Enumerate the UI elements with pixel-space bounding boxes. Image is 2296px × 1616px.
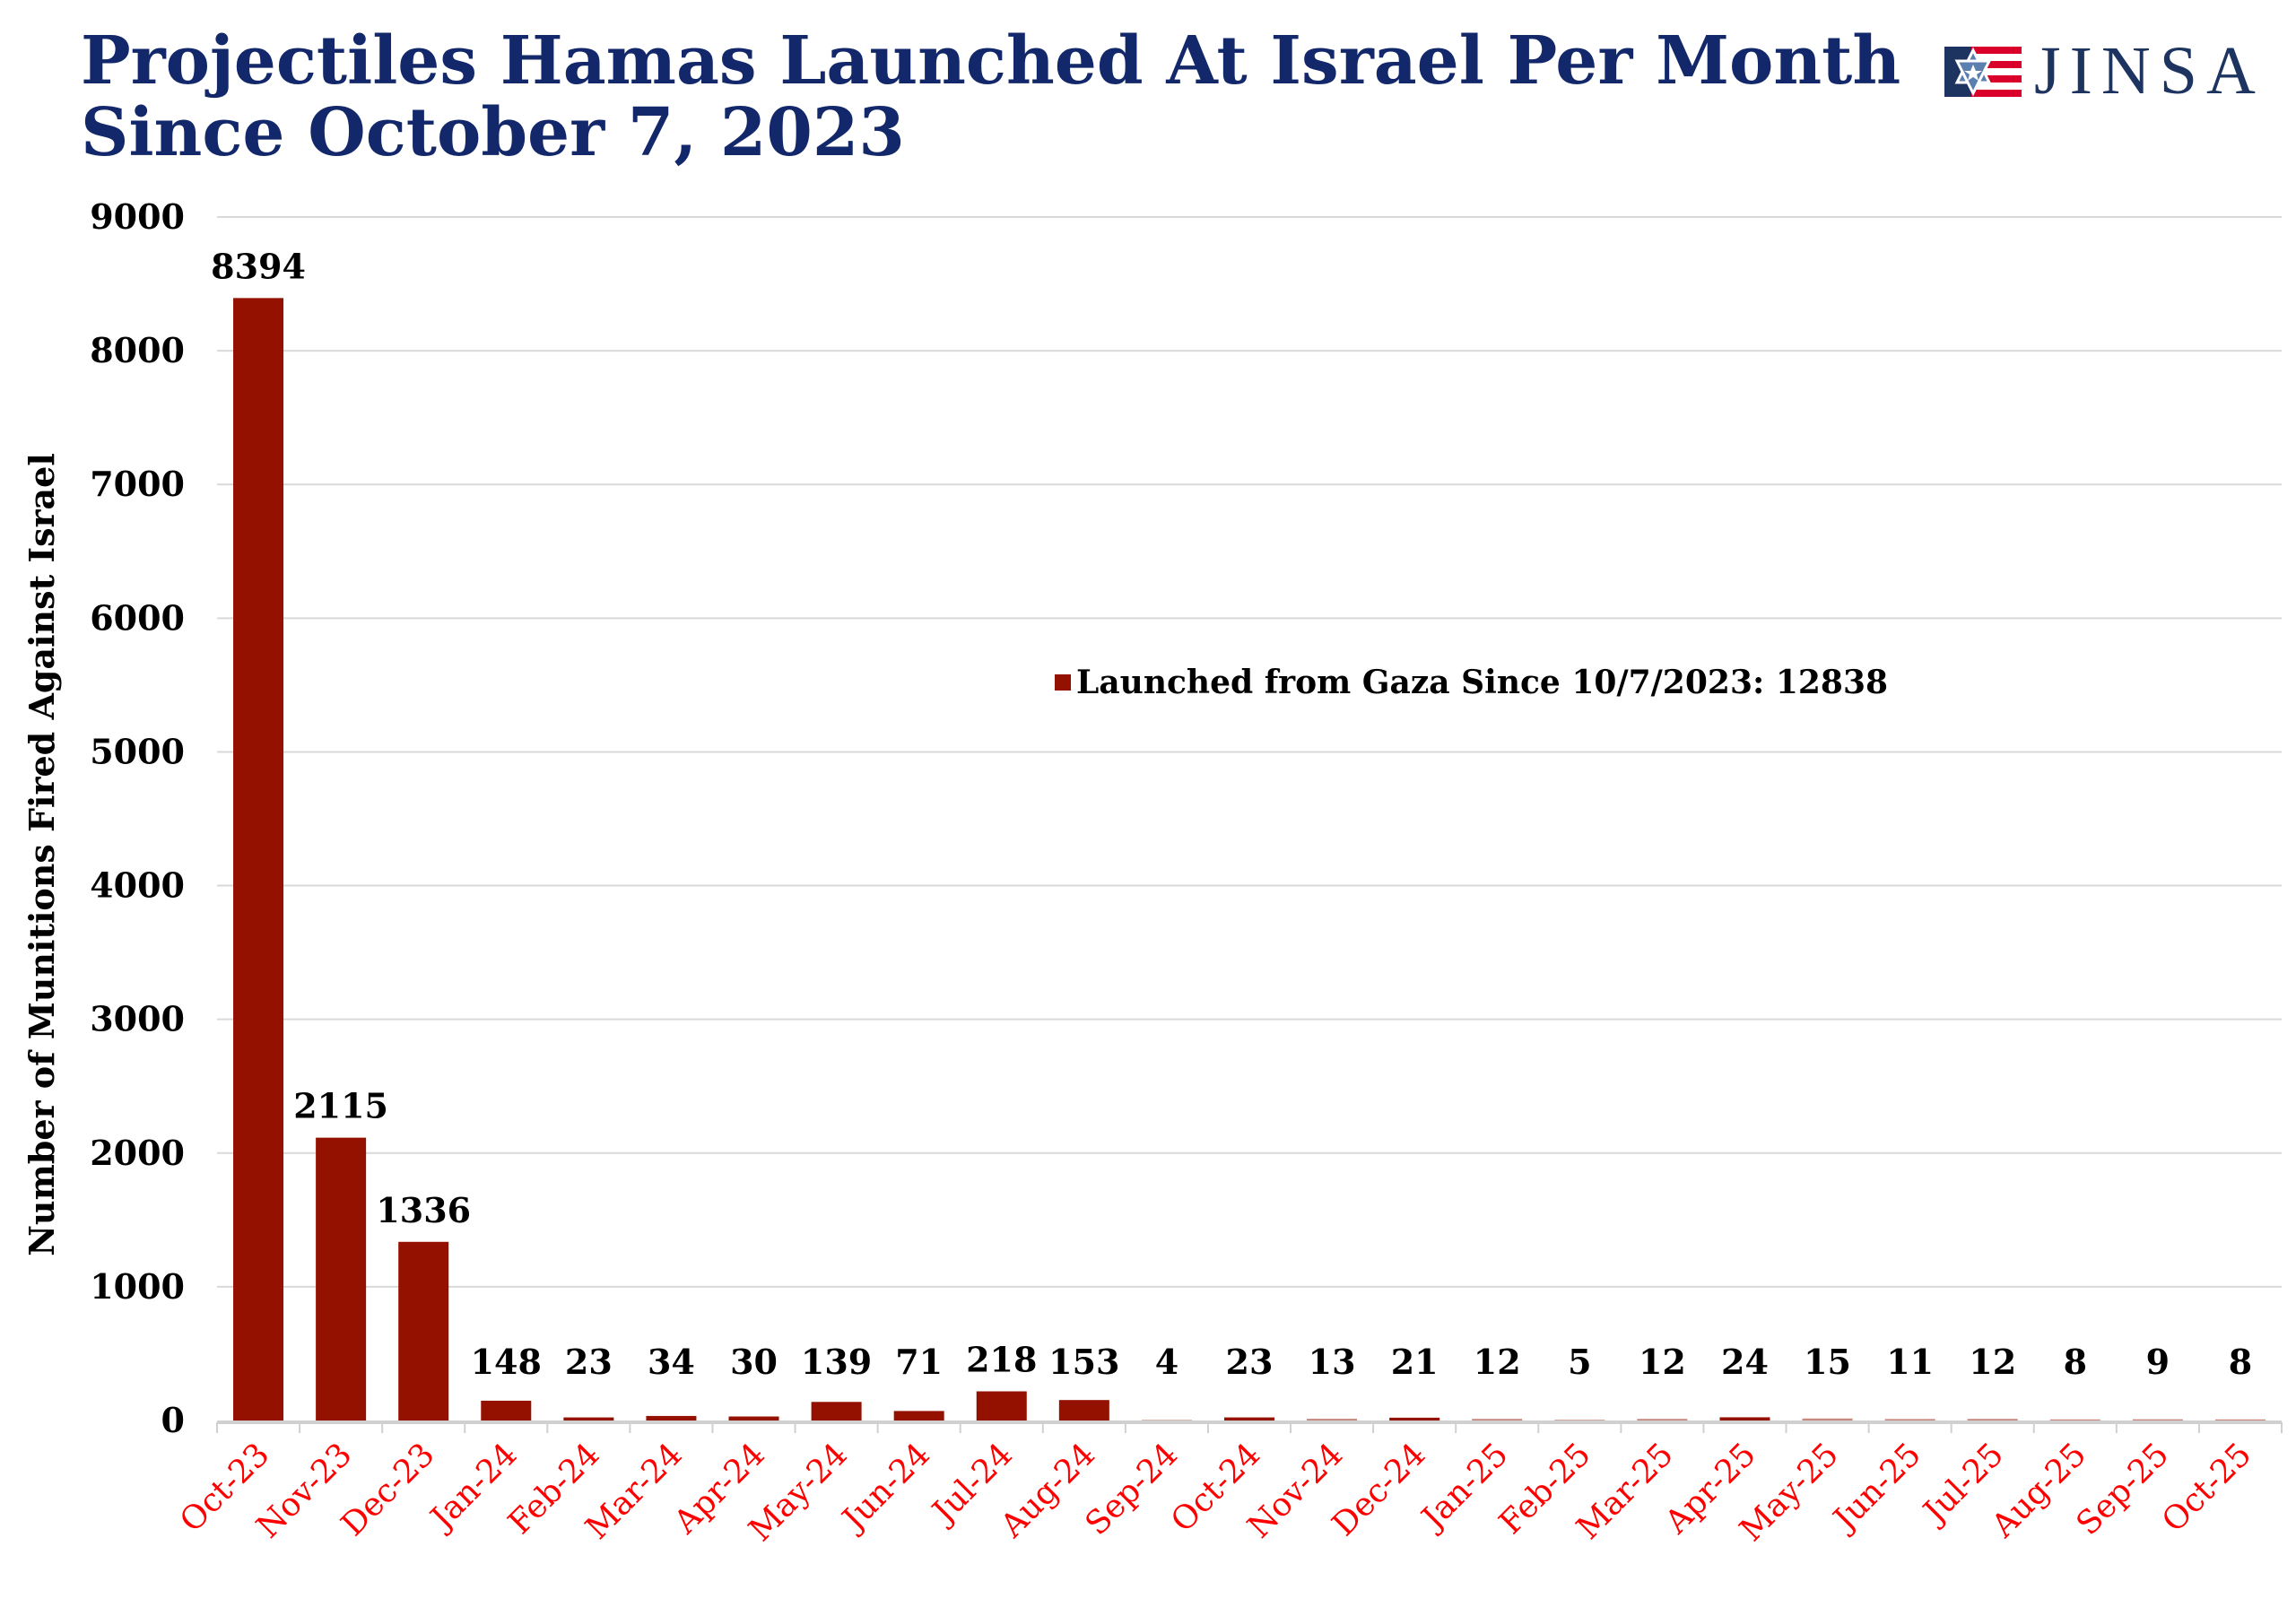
data-label: 11 [1886,1342,1934,1382]
y-tick-label: 6000 [90,597,185,638]
x-tick-label: Dec-23 [335,1436,442,1543]
bar-may-24 [811,1402,862,1421]
y-tick-label: 8000 [90,330,185,370]
bar-nov-24 [1307,1419,1358,1421]
x-tick-label: Sep-25 [2069,1436,2176,1542]
x-tick-label: Oct-25 [2155,1436,2258,1539]
data-label: 4 [1155,1342,1178,1382]
x-tick-label: Jun-25 [1824,1436,1928,1540]
bar-may-25 [1802,1418,1853,1421]
data-label: 2115 [293,1086,388,1126]
bar-apr-25 [1719,1417,1770,1421]
data-label: 12 [1969,1342,2016,1382]
data-label: 8 [2229,1342,2252,1382]
bar-jul-24 [976,1391,1027,1421]
bar-jun-25 [1884,1419,1935,1421]
jinsa-logo: JINSA [1944,32,2265,110]
data-label: 23 [565,1342,613,1382]
data-label: 15 [1804,1342,1851,1382]
y-tick-label: 7000 [90,464,185,504]
bar-mar-25 [1637,1419,1688,1421]
title-line-2: Since October 7, 2023 [81,94,905,171]
data-label: 148 [471,1342,542,1382]
legend-swatch [1055,674,1071,691]
x-tick-label: Sep-24 [1079,1436,1186,1542]
bar-jan-24 [481,1400,532,1421]
bar-oct-25 [2214,1419,2266,1421]
y-tick-label: 9000 [90,196,185,237]
logo-text: JINSA [2034,33,2265,109]
data-label: 13 [1309,1342,1356,1382]
x-tick-label: Jun-24 [833,1436,937,1540]
data-label: 23 [1226,1342,1274,1382]
bar-jan-25 [1472,1419,1523,1421]
data-label: 12 [1639,1342,1686,1382]
y-tick-label: 3000 [90,999,185,1039]
data-label: 218 [966,1339,1037,1379]
bar-oct-24 [1224,1417,1274,1421]
y-tick-label: 0 [161,1400,185,1440]
x-tick-label: Dec-24 [1326,1436,1433,1543]
chart-title: Projectiles Hamas Launched At Israel Per… [81,25,1900,169]
y-tick-label: 2000 [90,1133,185,1173]
bar-nov-23 [316,1137,367,1421]
data-label: 5 [1568,1342,1591,1382]
bar-jul-25 [1967,1419,2018,1421]
bar-oct-23 [233,298,284,1421]
bar-aug-25 [2049,1419,2100,1421]
bar-dec-24 [1389,1417,1440,1421]
data-label: 1336 [376,1190,471,1230]
bar-apr-24 [728,1416,779,1421]
data-label: 30 [730,1342,778,1382]
bar-dec-23 [398,1241,449,1421]
data-label: 12 [1474,1342,1521,1382]
y-tick-label: 5000 [90,731,185,771]
y-tick-label: 4000 [90,865,185,906]
legend-label: Launched from Gaza Since 10/7/2023: 1283… [1076,664,1888,701]
bar-mar-24 [646,1415,697,1421]
y-axis-label: Number of Munitions Fired Against Israel [22,453,62,1256]
bar-aug-24 [1058,1400,1109,1421]
data-label: 71 [895,1342,943,1382]
data-label: 8394 [211,246,306,286]
flag-star-icon [1944,46,2022,97]
data-label: 153 [1048,1342,1119,1382]
bar-sep-24 [1141,1420,1192,1421]
bar-sep-25 [2132,1419,2183,1421]
data-label: 9 [2146,1342,2170,1382]
bar-feb-25 [1554,1420,1605,1421]
data-label: 24 [1721,1342,1769,1382]
bar-jun-24 [893,1411,944,1421]
data-label: 8 [2064,1342,2087,1382]
title-line-1: Projectiles Hamas Launched At Israel Per… [81,22,1901,100]
data-label: 139 [801,1342,872,1382]
data-label: 34 [648,1342,695,1382]
bar-feb-24 [563,1417,614,1421]
y-tick-label: 1000 [90,1266,185,1307]
data-label: 21 [1391,1342,1439,1382]
